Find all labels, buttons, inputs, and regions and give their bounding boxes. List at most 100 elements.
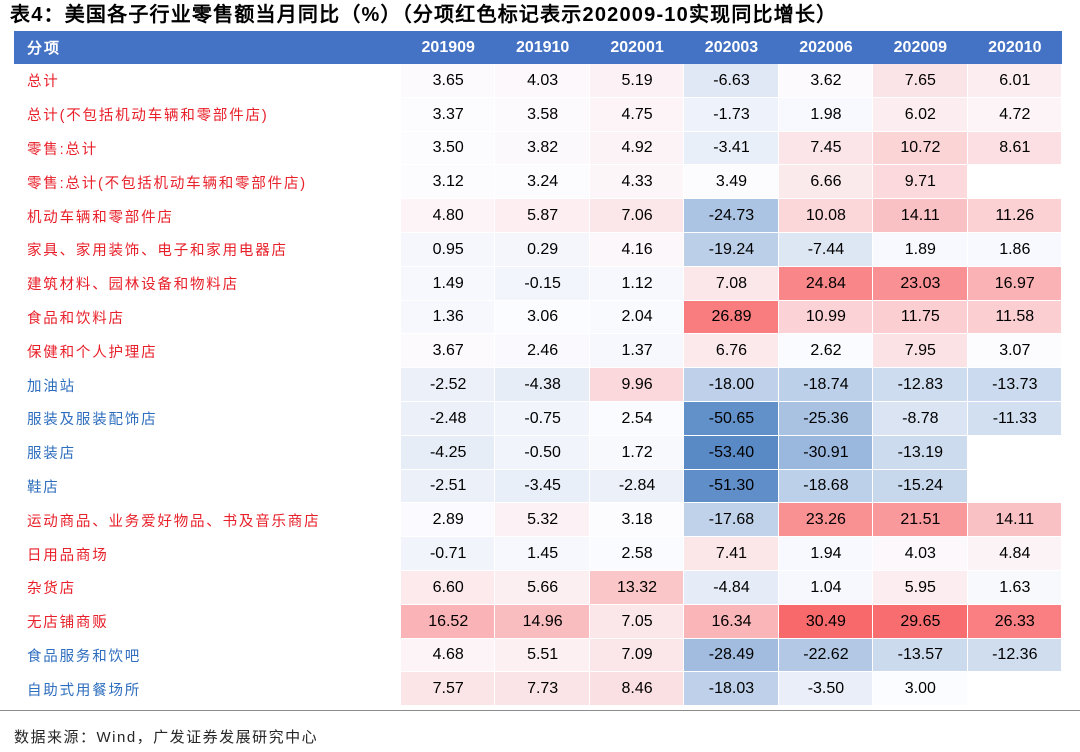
value-cell: 6.76 xyxy=(684,334,779,369)
value-cell: 3.49 xyxy=(684,165,779,200)
value-cell: 1.86 xyxy=(967,232,1062,267)
row-label: 加油站 xyxy=(27,378,76,395)
row-label: 自助式用餐场所 xyxy=(27,682,142,699)
value-cell: 3.00 xyxy=(873,672,968,707)
value-cell: 1.04 xyxy=(778,570,874,605)
value-cell: 7.41 xyxy=(684,537,779,571)
value-cell: 2.62 xyxy=(778,334,874,369)
value-cell: 1.72 xyxy=(589,435,685,470)
value-cell: -28.49 xyxy=(684,638,779,673)
value-cell: 3.12 xyxy=(401,165,496,200)
value-cell: 6.66 xyxy=(778,165,874,200)
value-cell: 2.46 xyxy=(495,334,590,369)
value-cell: -18.74 xyxy=(778,368,874,402)
row-label: 服装店 xyxy=(27,446,76,463)
value-cell: -50.65 xyxy=(684,401,779,436)
data-table: 分项 201909 201910 202001 202003 202006 20… xyxy=(14,31,1062,707)
value-cell: 4.84 xyxy=(967,537,1062,571)
value-cell: -12.83 xyxy=(873,368,968,402)
header-row: 分项 201909 201910 202001 202003 202006 20… xyxy=(14,31,1062,64)
table-row: 日用品商场 -0.71 1.45 2.58 7.41 1.94 4.03 4.84 xyxy=(14,537,1062,571)
value-cell: 3.06 xyxy=(495,300,590,335)
value-cell: 5.66 xyxy=(495,570,590,605)
value-cell: 11.26 xyxy=(967,199,1062,233)
value-cell: 11.75 xyxy=(873,300,968,335)
value-cell: 3.07 xyxy=(967,334,1062,369)
value-cell: 4.03 xyxy=(873,537,968,571)
table-row: 总计(不包括机动车辆和零部件店) 3.37 3.58 4.75 -1.73 1.98 6.0… xyxy=(14,97,1062,132)
value-cell: 1.36 xyxy=(401,300,496,335)
row-label: 运动商品、业务爱好物品、书及音乐商店 xyxy=(27,513,321,530)
value-cell: 8.46 xyxy=(589,672,685,707)
row-label: 杂货店 xyxy=(27,581,76,598)
row-label: 总计 xyxy=(27,74,60,91)
row-label: 家具、家用装饰、电子和家用电器店 xyxy=(27,243,288,260)
source-note: 数据来源：Wind，广发证券发展研究中心 xyxy=(14,729,319,746)
value-cell: 7.95 xyxy=(873,334,968,369)
value-cell: 23.03 xyxy=(873,266,968,301)
row-label: 零售:总计(不包括机动车辆和零部件店) xyxy=(27,175,307,192)
column-header-period: 201909 xyxy=(421,38,475,56)
value-cell: -13.73 xyxy=(967,368,1062,402)
value-cell: -25.36 xyxy=(778,401,874,436)
value-cell: 5.51 xyxy=(495,638,590,673)
value-cell: 1.98 xyxy=(778,97,874,132)
value-cell: 14.11 xyxy=(967,503,1062,538)
value-cell: 10.99 xyxy=(778,300,874,335)
column-header-period: 201910 xyxy=(515,38,570,56)
column-header-period: 202009 xyxy=(893,38,948,56)
value-cell: 3.67 xyxy=(401,334,496,369)
column-header-period: 202003 xyxy=(704,38,759,56)
table-body: 总计 3.65 4.03 5.19 -6.63 3.62 7.65 6.01 总计(不包括机动车… xyxy=(14,64,1062,707)
value-cell: -19.24 xyxy=(684,232,779,267)
row-label: 机动车辆和零部件店 xyxy=(27,209,174,226)
value-cell: 4.33 xyxy=(589,165,685,200)
value-cell: 5.32 xyxy=(495,503,590,538)
row-label: 总计(不包括机动车辆和零部件店) xyxy=(27,108,269,125)
value-cell: 6.60 xyxy=(401,570,496,605)
value-cell: -3.45 xyxy=(495,469,590,504)
table-row: 无店铺商贩 16.52 14.96 7.05 16.34 30.49 29.65 26.33 xyxy=(14,604,1062,639)
table-row: 零售:总计 3.50 3.82 4.92 -3.41 7.45 10.72 8.61 xyxy=(14,131,1062,166)
value-cell: 8.61 xyxy=(967,131,1062,166)
value-cell: 1.49 xyxy=(401,266,496,301)
value-cell: -53.40 xyxy=(684,435,779,470)
value-cell: 1.94 xyxy=(778,537,874,571)
value-cell: 7.65 xyxy=(873,64,968,98)
column-header-item: 分项 xyxy=(27,40,62,57)
value-cell: 3.37 xyxy=(401,97,496,132)
value-cell: 0.29 xyxy=(495,232,590,267)
value-cell: 4.03 xyxy=(495,64,590,98)
value-cell: 4.75 xyxy=(589,97,685,132)
value-cell: -3.41 xyxy=(684,131,779,166)
value-cell: 30.49 xyxy=(778,604,874,639)
value-cell: -13.57 xyxy=(873,638,968,673)
value-cell: 0.95 xyxy=(401,232,496,267)
value-cell: 1.37 xyxy=(589,334,685,369)
value-cell: 3.58 xyxy=(495,97,590,132)
value-cell: 4.16 xyxy=(589,232,685,267)
row-label: 食品服务和饮吧 xyxy=(27,648,142,665)
table-row: 保健和个人护理店 3.67 2.46 1.37 6.76 2.62 7.95 3.07 xyxy=(14,334,1062,369)
column-header-period: 202010 xyxy=(988,38,1042,56)
value-cell: 7.06 xyxy=(589,199,685,233)
value-cell: -0.50 xyxy=(495,435,590,470)
value-cell: -0.75 xyxy=(495,401,590,436)
table-row: 零售:总计(不包括机动车辆和零部件店) 3.12 3.24 4.33 3.49 6.66 9… xyxy=(14,165,1062,200)
value-cell: 4.68 xyxy=(401,638,496,673)
value-cell: -2.48 xyxy=(401,401,496,436)
bottom-rule xyxy=(0,710,1080,711)
value-cell: -2.51 xyxy=(401,469,496,504)
value-cell: 4.80 xyxy=(401,199,496,233)
column-header-period: 202006 xyxy=(799,38,853,56)
table-row: 服装及服装配饰店 -2.48 -0.75 2.54 -50.65 -25.36 -8.78-… xyxy=(14,401,1062,436)
row-label: 鞋店 xyxy=(27,479,60,496)
value-cell: 3.65 xyxy=(401,64,496,98)
value-cell: 6.02 xyxy=(873,97,968,132)
value-cell: 9.71 xyxy=(873,165,968,200)
table-row: 建筑材料、园林设备和物料店 1.49 -0.15 1.12 7.08 24.84 23.03… xyxy=(14,266,1062,301)
value-cell: 7.05 xyxy=(589,604,685,639)
value-cell-empty xyxy=(968,165,1062,199)
value-cell: 10.08 xyxy=(778,199,874,233)
table-row: 食品服务和饮吧 4.68 5.51 7.09 -28.49 -22.62 -13.57 -12… xyxy=(14,638,1062,673)
